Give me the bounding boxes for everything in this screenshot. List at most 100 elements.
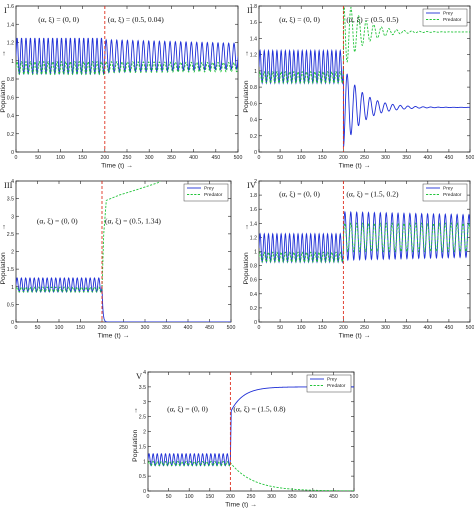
legend-label: Prey [443,186,453,192]
axes-frame [15,180,232,323]
y-tick-label: 0.8 [250,264,257,270]
x-tick-label: 150 [78,155,87,161]
y-tick-label: 0.8 [250,85,257,91]
y-tick-label: 2.5 [139,415,146,421]
x-tick-label: 400 [308,494,317,500]
x-tick-label: 150 [205,494,214,500]
x-tick-label: 200 [339,155,348,161]
panel-label: II [247,5,253,15]
y-axis-label: Population [132,430,139,462]
x-tick-label: 250 [123,155,132,161]
x-tick-label: 400 [184,325,193,331]
y-tick-label: 1.2 [250,53,257,59]
x-tick-label: 300 [381,155,390,161]
x-tick-label: 450 [445,325,454,331]
x-tick-label: 350 [288,494,297,500]
annotation-after: (α, ξ) = (1.5, 0.2) [346,190,399,199]
y-tick-label: 3 [143,400,146,406]
y-tick-label: 1.8 [250,4,257,10]
y-tick-label: 0 [11,320,14,326]
panel-label: V [136,371,143,381]
y-tick-label: 0.8 [7,77,14,83]
y-tick-label: 4 [11,179,14,185]
y-tick-label: 0.2 [250,134,257,140]
y-tick-label: 0.5 [7,302,14,308]
x-tick-label: 50 [277,155,283,161]
series-line-predator [16,60,238,76]
x-tick-label: 350 [402,325,411,331]
y-tick-label: 1.4 [250,221,257,227]
legend-label: Predator [443,192,462,198]
y-tick-label: 2 [11,250,14,256]
series-line-predator [16,181,161,293]
x-tick-label: 500 [466,325,474,331]
x-tick-label: 250 [360,155,369,161]
y-tick-label: 2 [143,430,146,436]
x-tick-label: 100 [185,494,194,500]
legend-label: Prey [204,186,214,192]
y-axis-label: Population [0,80,7,112]
y-axis-arrow: ↑ [134,407,138,414]
y-tick-label: 3.5 [7,197,14,203]
y-tick-label: 0.2 [7,132,14,138]
y-tick-label: 1 [254,69,257,75]
x-tick-label: 0 [15,325,18,331]
chart-panel-1: 0 0.2 0.4 0.6 0.8 1 1.2 1.4 1.6 0 50 100 150 200 250 30… [0,4,242,170]
x-tick-label: 300 [381,325,390,331]
plot-area [16,181,231,322]
y-axis-arrow: ↑ [2,224,6,231]
x-tick-label: 350 [167,155,176,161]
series-line-prey [16,277,231,322]
legend-label: Prey [443,11,453,17]
x-tick-label: 100 [297,325,306,331]
y-tick-label: 2 [254,179,257,185]
x-tick-label: 350 [402,155,411,161]
x-tick-label: 50 [277,325,283,331]
y-axis-label: Population [243,252,250,284]
x-tick-label: 200 [226,494,235,500]
y-axis-label: Population [243,80,250,112]
legend-label: Predator [327,383,346,389]
series-line-prey [16,37,238,75]
y-tick-label: 0.6 [250,101,257,107]
y-tick-label: 0 [143,489,146,495]
x-tick-label: 300 [141,325,150,331]
x-tick-label: 500 [466,155,474,161]
y-tick-label: 1 [143,459,146,465]
y-tick-label: 0 [254,320,257,326]
x-tick-label: 200 [339,325,348,331]
y-tick-label: 0.5 [139,474,146,480]
y-tick-label: 1 [11,59,14,65]
x-tick-label: 0 [258,155,261,161]
annotation-after: (α, ξ) = (0.5, 0.04) [108,15,164,24]
y-tick-label: 1.2 [250,235,257,241]
chart-panel-3: 0 0.5 1 1.5 2 2.5 3 3.5 4 0 50 100 150 200 250 300 350 40… [0,179,235,340]
series-line-predator [148,461,354,491]
x-tick-label: 150 [76,325,85,331]
axes-frame [258,5,471,153]
y-tick-label: 1.6 [250,20,257,26]
plot-area [259,6,470,147]
chart-panel-2: 0 0.2 0.4 0.6 0.8 1 1.2 1.4 1.6 1.8 0 50 100 150 200 25… [243,4,474,170]
y-tick-label: 1.5 [139,444,146,450]
y-tick-label: 1.6 [7,4,14,10]
x-tick-label: 300 [267,494,276,500]
x-tick-label: 0 [15,155,18,161]
y-tick-label: 0.6 [7,95,14,101]
x-tick-label: 50 [35,325,41,331]
x-tick-label: 250 [119,325,128,331]
y-axis-arrow: ↑ [2,51,6,58]
x-tick-label: 450 [211,155,220,161]
y-tick-label: 1.6 [250,207,257,213]
y-tick-label: 1 [254,250,257,256]
y-tick-label: 3 [11,214,14,220]
y-tick-label: 1.2 [7,41,14,47]
x-axis-label: Time (t) → [339,333,371,340]
y-axis-arrow: ↑ [245,51,249,58]
annotation-after: (α, ξ) = (1.5, 0.8) [233,404,286,413]
x-tick-label: 450 [329,494,338,500]
x-tick-label: 500 [350,494,359,500]
